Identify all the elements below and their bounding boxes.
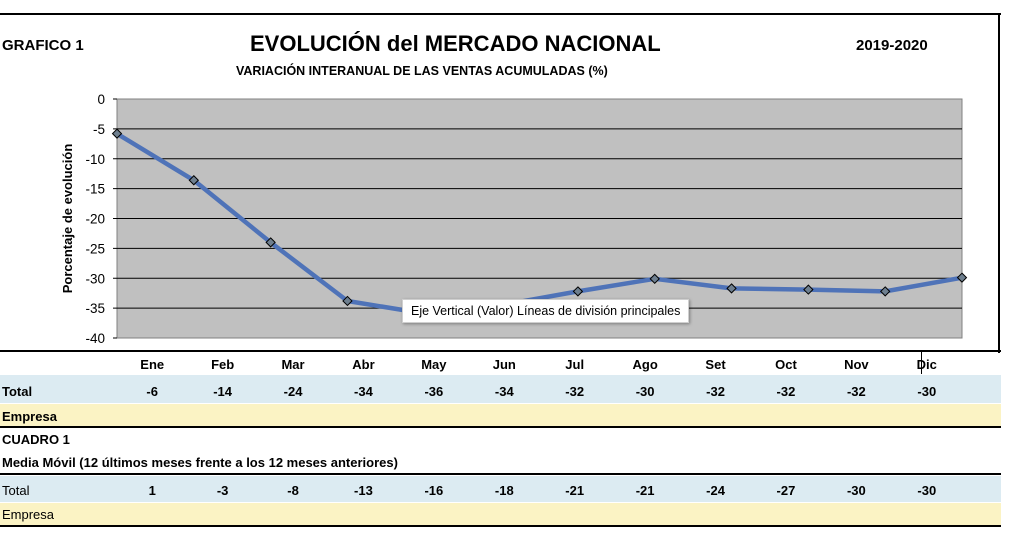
year-range: 2019-2020 — [856, 37, 928, 54]
total-cell: -14 — [213, 384, 233, 399]
data-point — [342, 295, 353, 307]
table-border-bottom — [0, 525, 1001, 527]
data-point — [649, 273, 660, 285]
moving-average-cell: -30 — [846, 483, 866, 498]
y-tick-label: -20 — [85, 212, 105, 227]
total-cell: -36 — [424, 384, 444, 399]
table-border-top — [0, 350, 1001, 352]
cuadro-border-top — [0, 426, 1001, 428]
total-cell: -32 — [846, 384, 866, 399]
moving-average-cell: -24 — [706, 483, 725, 498]
moving-average-cell: -30 — [917, 483, 937, 498]
total-label-2: Total — [2, 483, 30, 498]
data-point — [803, 284, 814, 295]
chart-label: GRAFICO 1 — [2, 37, 84, 54]
moving-average-cell: -18 — [494, 483, 514, 498]
y-tick-label: -40 — [85, 331, 105, 346]
month-label: May — [421, 357, 447, 372]
moving-average-cell: 1 — [148, 483, 156, 498]
moving-average-cell: -3 — [216, 483, 229, 498]
line-chart[interactable]: 0 -5 -10 -15 -20 -25 -30 -35 -40 Porcentaje de ev… — [0, 80, 1001, 378]
month-label: Nov — [844, 357, 869, 372]
data-point — [188, 175, 200, 186]
empresa-label-2: Empresa — [2, 507, 55, 522]
data-point — [111, 128, 123, 139]
month-label: Dic — [916, 357, 937, 372]
data-point — [265, 237, 276, 248]
total-row2-band — [0, 476, 1001, 502]
total-cell: -30 — [917, 384, 937, 399]
moving-average-cell: -16 — [424, 483, 444, 498]
data-point — [879, 286, 891, 297]
total-cell: -34 — [494, 384, 514, 399]
data-point — [572, 286, 584, 297]
cuadro-description: Media Móvil (12 últimos meses frente a l… — [2, 455, 398, 470]
y-tick-label: -35 — [85, 301, 105, 316]
moving-average-cell: -21 — [635, 483, 655, 498]
y-tick-label: -10 — [85, 152, 105, 167]
empresa-row2-band — [0, 503, 1001, 525]
total-cell: -32 — [565, 384, 585, 399]
total-row-band — [0, 375, 1001, 403]
y-tick-label: 0 — [97, 92, 105, 107]
total-cell: -6 — [146, 384, 158, 399]
data-point — [956, 272, 968, 283]
moving-average-cell: -13 — [354, 483, 373, 498]
total-cell: -30 — [635, 384, 655, 399]
frame-top-border — [0, 13, 1001, 15]
month-label: Jul — [565, 357, 585, 372]
y-tick-label: -15 — [85, 182, 105, 197]
month-label: Ene — [140, 357, 165, 372]
month-label: Ago — [632, 357, 658, 372]
header-divider — [921, 352, 922, 374]
y-tick-label: -30 — [85, 271, 105, 286]
moving-average-cell: -27 — [776, 483, 796, 498]
empresa-label: Empresa — [2, 409, 57, 424]
month-label: Jun — [492, 357, 516, 372]
month-label: Mar — [281, 357, 305, 372]
total-cell: -32 — [706, 384, 725, 399]
frame-right-border — [998, 13, 1000, 353]
moving-average-cell: -21 — [565, 483, 585, 498]
y-tick-label: -25 — [85, 241, 105, 256]
cuadro-title: CUADRO 1 — [2, 432, 70, 447]
total-label: Total — [2, 384, 33, 399]
y-axis-label: Porcentaje de evolución — [60, 144, 75, 294]
moving-average-cell: -8 — [287, 483, 299, 498]
series-line — [114, 131, 965, 316]
month-label: Feb — [211, 357, 235, 372]
empresa-row-band — [0, 404, 1001, 426]
data-point — [726, 283, 737, 294]
axis-tooltip: Eje Vertical (Valor) Líneas de división … — [402, 299, 690, 323]
total-cell: -24 — [283, 384, 303, 399]
total-cell: -34 — [354, 384, 373, 399]
month-label: Abr — [352, 357, 375, 372]
total-cell: -32 — [776, 384, 796, 399]
month-label: Set — [705, 357, 726, 372]
chart-title: EVOLUCIÓN del MERCADO NACIONAL — [250, 31, 661, 56]
month-label: Oct — [775, 357, 797, 372]
cuadro-border-bottom — [0, 473, 1001, 475]
chart-subtitle: VARIACIÓN INTERANUAL DE LAS VENTAS ACUMU… — [236, 64, 608, 78]
y-tick-label: -5 — [93, 122, 105, 137]
